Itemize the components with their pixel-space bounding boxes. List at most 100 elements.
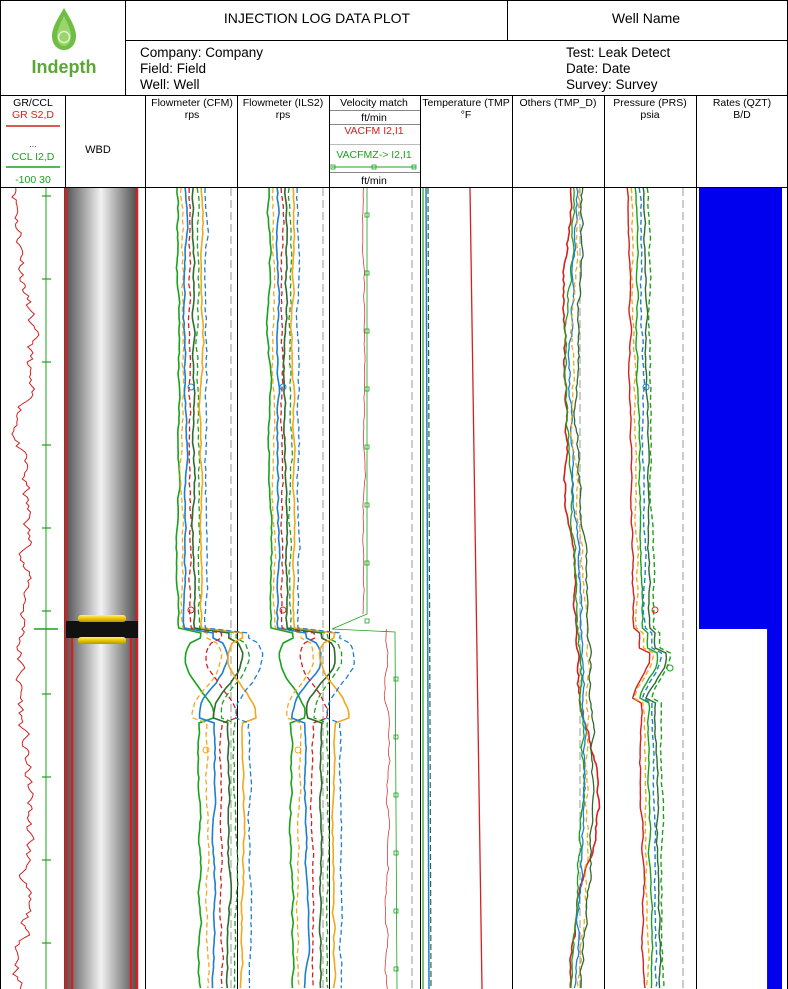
cfm-curve [195,188,251,989]
company-logo: Indepth [32,8,97,77]
date-info: Date: Date [566,61,631,76]
vacfmz-point [364,270,370,276]
rates-title: Rates (QZT) [713,97,771,109]
vacfmz-point [364,560,370,566]
vacfmz-point [364,328,370,334]
ccl-curve-label: CCL I2,D [12,151,55,163]
ils2-curve [287,188,343,989]
plot-title: INJECTION LOG DATA PLOT [224,10,411,26]
cfm-curve [175,188,215,989]
pressure-station-marker [666,664,674,672]
others-title: Others (TMP_D) [519,97,596,109]
field-info: Field: Field [140,61,206,76]
gr-curve-label: GR S2,D [12,109,54,121]
ils2-station-marker [279,383,287,391]
ils2-curve [282,188,336,989]
pressure-curve [642,188,668,989]
vacfmz-curve [331,188,398,989]
cfm-curve [203,188,264,988]
vacfm-curve [383,628,391,989]
packer-top-seal [78,615,126,622]
pressure-curve [646,188,672,989]
ils2-curve [275,188,322,989]
ccl-scale: -100 30 [15,174,51,186]
wbd-title: WBD [85,144,111,156]
packer-bottom-seal [78,637,126,644]
vacfmz-label: VACFMZ-> I2,I1 [336,149,412,161]
cfm-unit: rps [185,109,200,121]
temperature-curve [427,188,432,989]
ils2-unit: rps [276,109,291,121]
vacfm-label: VACFM I2,I1 [344,125,403,137]
pressure-title: Pressure (PRS) [613,97,687,109]
velocity-unit-bottom: ft/min [361,175,387,187]
log-tracks-body [11,188,782,989]
tmp-d-curve [562,188,601,989]
cfm-curve [190,188,244,989]
rates-unit: B/D [733,109,751,121]
vacfmz-point [393,792,399,798]
gr-ccl-title: GR/CCL [13,97,53,109]
cfm-curve [187,188,238,989]
cfm-station-marker [202,746,210,754]
ils2-curve [289,188,350,989]
tmp-d-curve [564,188,586,989]
vacfmz-point [364,444,370,450]
cfm-curve [179,188,223,989]
vacfm-curve [362,188,366,615]
ils2-curve [279,188,329,989]
vacfmz-point [393,676,399,682]
ils2-curve [271,188,314,989]
cfm-curve [198,188,257,989]
ils2-curve [295,188,355,989]
cfm-station-marker [187,606,195,614]
track-headers: GR/CCL GR S2,D ... CCL I2,D -100 30 WBD … [0,97,788,188]
gr-curve [11,188,40,989]
pressure-curve [626,188,651,989]
pressure-station-marker [642,383,650,391]
company-info: Company: Company [140,45,263,60]
test-info: Test: Leak Detect [566,45,671,60]
packer-body [66,621,138,638]
rate-bar-above-packer [699,188,782,629]
rate-bar-below-packer [767,629,782,989]
track-separators [65,96,697,989]
pressure-unit: psia [640,109,659,121]
vacfmz-point [364,502,370,508]
ils2-station-marker [279,606,287,614]
pressure-curve [630,188,655,989]
gr-ccl-ellipsis: ... [29,139,37,149]
pressure-curve [638,188,663,989]
vacfmz-point [364,618,370,624]
tmp-d-curve [573,188,596,989]
survey-info: Survey: Survey [566,77,658,92]
tmp-d-curve [567,188,588,989]
vacfmz-point [393,966,399,972]
velocity-title: Velocity match [340,97,408,109]
vacfmz-point [364,386,370,392]
cfm-curve [182,188,229,989]
cfm-title: Flowmeter (CFM) [151,97,233,109]
ils2-station-marker [294,746,302,754]
ils2-title: Flowmeter (ILS2) [243,97,324,109]
temperature-curve [469,188,483,989]
wellbore-pipe [64,188,138,989]
temperature-curve [425,188,430,989]
velocity-unit-top: ft/min [361,112,387,124]
track-header-gr-ccl: GR/CCL GR S2,D ... CCL I2,D -100 30 [6,97,60,186]
vacfmz-point [393,908,399,914]
temperature-unit: °F [461,109,472,121]
pressure-curve [634,188,659,989]
vacfmz-point [364,212,370,218]
vacfmz-point [393,850,399,856]
vacfmz-point [393,734,399,740]
temperature-title: Temperature (TMP [422,97,510,109]
ils2-curve [265,188,306,989]
well-info: Well: Well [140,77,200,92]
track-header-velocity: Velocity match ft/min VACFM I2,I1 VACFMZ… [330,97,420,187]
cfm-station-marker [187,383,195,391]
well-name-label: Well Name [612,10,680,26]
pressure-station-marker [651,606,659,614]
